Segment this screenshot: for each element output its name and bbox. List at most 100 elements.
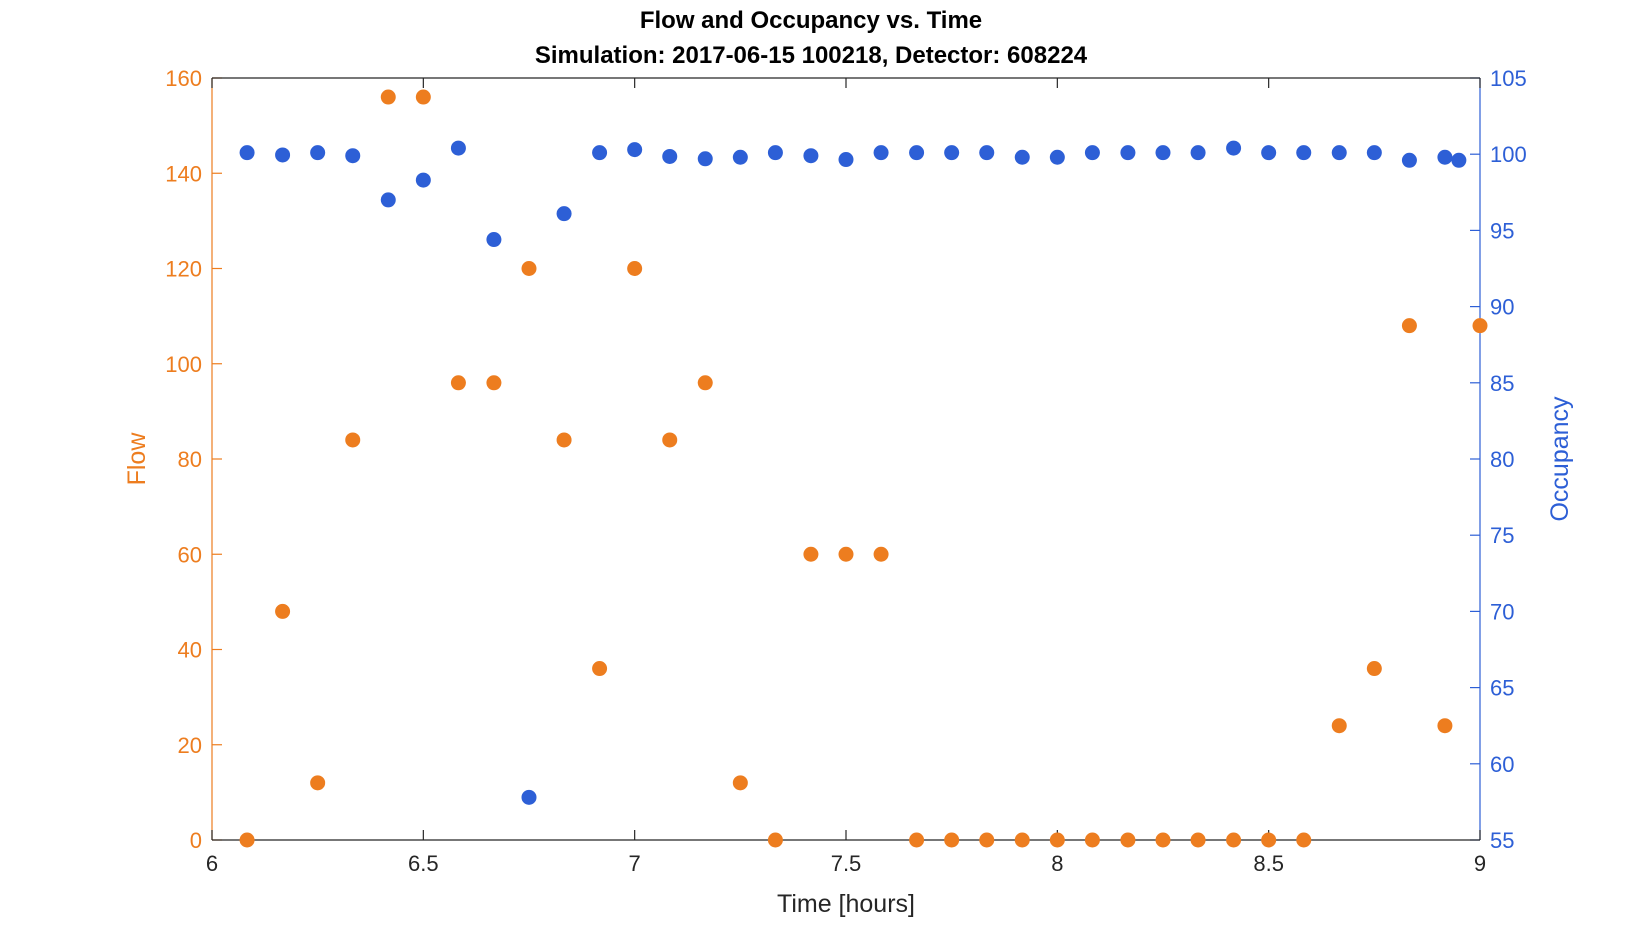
flow-point	[1226, 832, 1242, 848]
occupancy-point	[1120, 145, 1136, 161]
occupancy-point	[732, 149, 748, 165]
flow-point	[909, 832, 925, 848]
occupancy-point	[345, 148, 361, 164]
flow-point	[1155, 832, 1171, 848]
occupancy-point	[556, 206, 572, 222]
y-tick-label-right: 55	[1490, 828, 1514, 853]
flow-point	[450, 375, 466, 391]
occupancy-point	[380, 192, 396, 208]
flow-point	[556, 432, 572, 448]
y-tick-label-left: 80	[178, 447, 202, 472]
occupancy-point	[310, 145, 326, 161]
occupancy-point	[1014, 149, 1030, 165]
occupancy-point	[1401, 152, 1417, 168]
flow-point	[627, 261, 643, 276]
x-tick-label: 7	[629, 851, 641, 876]
y-tick-label-left: 120	[165, 257, 202, 282]
x-tick-label: 7.5	[831, 851, 862, 876]
flow-point	[1120, 832, 1136, 848]
occupancy-point	[697, 151, 713, 167]
y-tick-label-right: 80	[1490, 447, 1514, 472]
flow-point	[1401, 318, 1417, 334]
y-tick-label-right: 95	[1490, 218, 1514, 243]
occupancy-point	[1226, 140, 1242, 156]
y-tick-label-right: 90	[1490, 295, 1514, 320]
occupancy-point	[1437, 149, 1453, 165]
y-tick-label-right: 100	[1490, 142, 1527, 167]
flow-point	[415, 89, 431, 105]
y-axis-label-right: Occupancy	[1546, 396, 1574, 522]
flow-point	[1084, 832, 1100, 848]
flow-point	[767, 832, 783, 848]
flow-point	[1331, 718, 1347, 734]
y-tick-label-right: 75	[1490, 523, 1514, 548]
flow-point	[662, 432, 678, 448]
occupancy-series	[239, 140, 1467, 805]
occupancy-point	[239, 145, 255, 161]
occupancy-point	[1331, 145, 1347, 161]
y-tick-label-right: 70	[1490, 599, 1514, 624]
flow-point	[239, 832, 255, 848]
occupancy-point	[486, 232, 502, 248]
x-tick-label: 6	[206, 851, 218, 876]
occupancy-point	[803, 148, 819, 164]
y-axis-label-left: Flow	[123, 432, 151, 486]
y-tick-label-left: 0	[190, 828, 202, 853]
chart-title: Flow and Occupancy vs. Time	[640, 7, 982, 34]
occupancy-point	[1451, 152, 1467, 168]
occupancy-point	[1190, 145, 1206, 161]
x-tick-label: 8.5	[1253, 851, 1284, 876]
y-tick-label-left: 40	[178, 638, 202, 663]
flow-point	[380, 89, 396, 105]
flow-point	[486, 375, 502, 391]
occupancy-point	[592, 145, 608, 161]
occupancy-point	[944, 145, 960, 161]
y-tick-label-left: 160	[165, 66, 202, 91]
flow-point	[345, 432, 361, 448]
flow-point	[838, 546, 854, 562]
flow-point	[1190, 832, 1206, 848]
left-axis: 0 20 40 60 80 100 120 140 160	[165, 66, 222, 853]
occupancy-point	[1296, 145, 1312, 161]
flow-point	[275, 603, 291, 619]
occupancy-point	[838, 152, 854, 168]
occupancy-point	[909, 145, 925, 161]
right-axis: 55 60 65 70 75 80 85 90 95 100 105	[1470, 66, 1527, 853]
y-tick-label-right: 65	[1490, 676, 1514, 701]
flow-point	[873, 546, 889, 562]
y-tick-label-left: 100	[165, 352, 202, 377]
occupancy-point	[415, 172, 431, 188]
x-tick-label: 8	[1051, 851, 1063, 876]
flow-point	[803, 546, 819, 562]
occupancy-point	[1049, 149, 1065, 165]
y-tick-label-right: 105	[1490, 66, 1527, 91]
flow-point	[1014, 832, 1030, 848]
occupancy-point	[662, 148, 678, 164]
x-tick-label: 9	[1474, 851, 1486, 876]
occupancy-point	[627, 142, 643, 158]
y-tick-label-left: 140	[165, 161, 202, 186]
flow-series	[239, 89, 1488, 848]
flow-point	[1296, 832, 1312, 848]
occupancy-point	[450, 140, 466, 156]
occupancy-point	[1261, 145, 1277, 161]
plot-area	[212, 78, 1480, 840]
chart-subtitle: Simulation: 2017-06-15 100218, Detector:…	[535, 42, 1088, 69]
flow-point	[979, 832, 995, 848]
x-axis-label: Time [hours]	[777, 890, 915, 918]
flow-point	[592, 661, 608, 677]
occupancy-point	[1084, 145, 1100, 161]
occupancy-point	[521, 789, 537, 805]
y-tick-label-left: 20	[178, 733, 202, 758]
flow-point	[521, 261, 537, 276]
occupancy-point	[1366, 145, 1382, 161]
y-tick-label-left: 60	[178, 542, 202, 567]
flow-point	[1261, 832, 1277, 848]
flow-point	[1437, 718, 1453, 734]
flow-point	[944, 832, 960, 848]
occupancy-point	[275, 147, 291, 163]
flow-point	[732, 775, 748, 791]
x-tick-label: 6.5	[408, 851, 439, 876]
flow-point	[1472, 318, 1488, 334]
